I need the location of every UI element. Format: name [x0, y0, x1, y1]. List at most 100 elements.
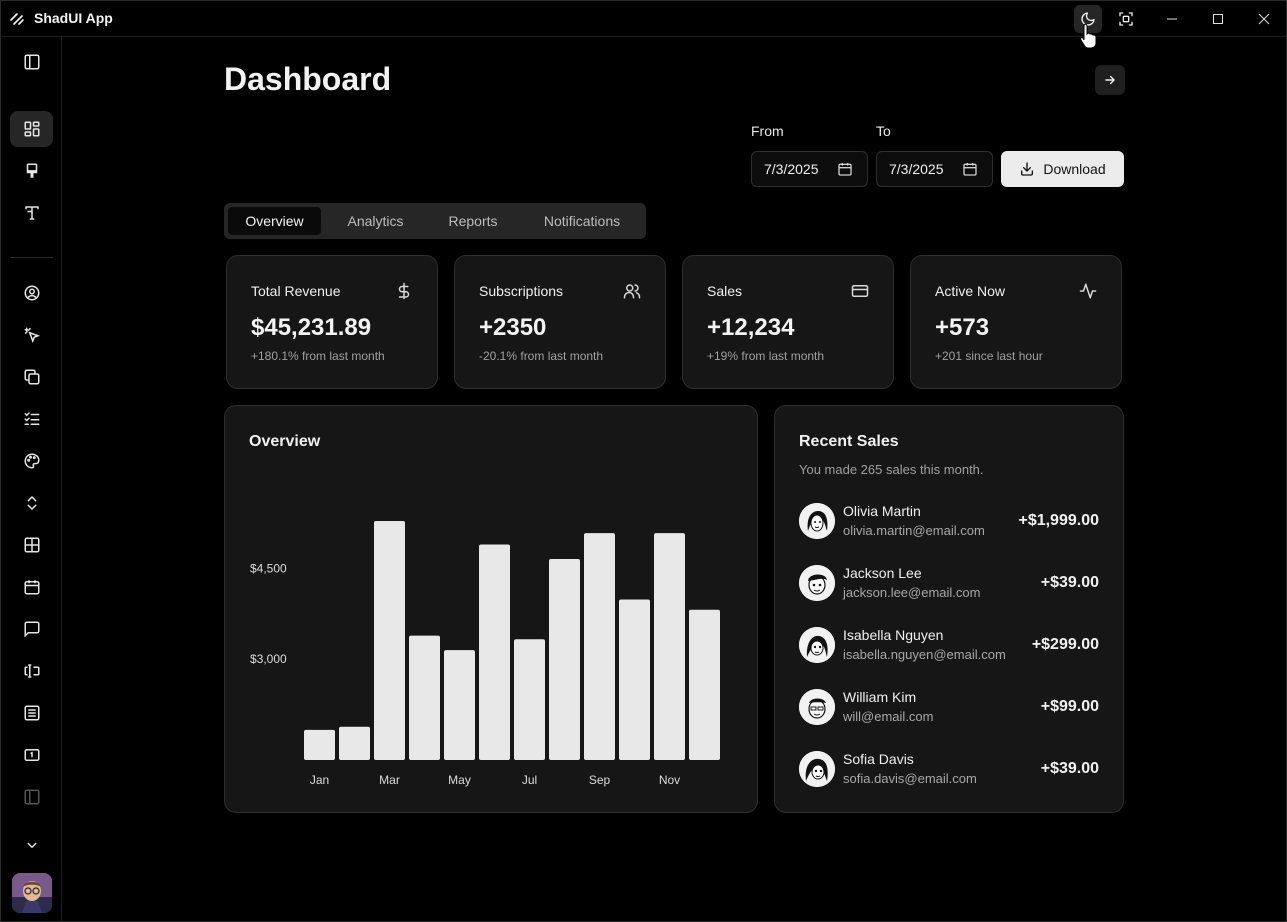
download-button[interactable]: Download [1001, 151, 1124, 187]
y-tick-label: $3,000 [250, 652, 287, 666]
tab-reports[interactable]: Reports [448, 213, 498, 229]
stat-card-sales: Sales +12,234 +19% from last month [682, 255, 894, 389]
bar-jun[interactable] [479, 544, 510, 760]
customer-name: Jackson Lee [843, 565, 922, 581]
x-tick-label: Jul [522, 773, 537, 787]
sidebar-item-select[interactable] [10, 485, 53, 521]
sidebar-item-avatar[interactable] [10, 275, 53, 311]
cartoon-face-icon [799, 503, 835, 539]
sidebar-item-checklist[interactable] [10, 401, 53, 437]
bar-nov[interactable] [654, 533, 685, 760]
sidebar-item-numeric[interactable] [10, 737, 53, 773]
customer-email: isabella.nguyen@email.com [843, 647, 1006, 662]
sidebar-item-typography[interactable] [10, 195, 53, 231]
sale-amount: +$1,999.00 [1018, 512, 1099, 529]
app-title: ShadUI App [34, 10, 113, 26]
to-date-picker[interactable]: 7/3/2025 [876, 151, 993, 187]
stat-title: Total Revenue [251, 283, 341, 299]
stat-value: +2350 [479, 314, 547, 341]
sidebar-item-list[interactable] [10, 695, 53, 731]
sale-amount: +$39.00 [1040, 760, 1099, 777]
customer-name: Sofia Davis [843, 751, 914, 767]
page-title: Dashboard [224, 61, 392, 97]
customer-email: olivia.martin@email.com [843, 523, 985, 538]
bar-jan[interactable] [304, 729, 335, 760]
panel-left-dim-icon [24, 789, 39, 805]
x-tick-label: Mar [379, 773, 400, 787]
cartoon-face-icon [799, 751, 835, 787]
bar-feb[interactable] [339, 726, 370, 760]
sidebar-item-copy[interactable] [10, 359, 53, 395]
tab-bar: Overview Analytics Reports Notifications [224, 203, 646, 239]
sale-row: Jackson Lee jackson.lee@email.com +$39.0… [799, 565, 1099, 605]
maximize-icon [1213, 14, 1223, 24]
bar-apr[interactable] [409, 635, 440, 760]
sidebar-item-brush[interactable] [10, 153, 53, 189]
sidebar [1, 37, 62, 921]
sidebar-item-panel[interactable] [10, 779, 53, 815]
copy-icon [24, 369, 39, 385]
stat-subtext: +201 since last hour [935, 349, 1043, 363]
sidebar-separator [10, 257, 53, 258]
x-tick-label: Jan [310, 773, 329, 787]
focus-frame-icon [1119, 12, 1133, 26]
customer-avatar [799, 689, 835, 725]
cartoon-face-icon [799, 627, 835, 663]
mouse-cursor-icon [1080, 23, 1097, 49]
bar-oct[interactable] [619, 599, 650, 760]
x-tick-label: Nov [659, 773, 680, 787]
stat-card-active: Active Now +573 +201 since last hour [910, 255, 1122, 389]
screenshot-button[interactable] [1112, 5, 1140, 33]
bar-mar[interactable] [374, 521, 405, 760]
sidebar-item-chat[interactable] [10, 611, 53, 647]
forward-button[interactable] [1095, 65, 1125, 95]
bar-jul[interactable] [514, 639, 545, 760]
user-avatar[interactable] [12, 873, 52, 913]
chevron-down-icon [27, 842, 36, 849]
sale-row: Sofia Davis sofia.davis@email.com +$39.0… [799, 751, 1099, 791]
customer-name: Isabella Nguyen [843, 627, 944, 643]
close-button[interactable] [1252, 7, 1276, 31]
to-date-value: 7/3/2025 [889, 161, 944, 177]
customer-name: William Kim [843, 689, 917, 705]
tab-notifications[interactable]: Notifications [543, 213, 621, 229]
calendar-icon[interactable] [962, 161, 978, 177]
bar-aug[interactable] [549, 559, 580, 760]
download-label: Download [1043, 161, 1106, 177]
from-date-picker[interactable]: 7/3/2025 [751, 151, 868, 187]
bar-sep[interactable] [584, 533, 615, 760]
stat-subtext: -20.1% from last month [479, 349, 604, 363]
sidebar-expand-button[interactable] [10, 827, 53, 863]
stat-value: +12,234 [707, 314, 795, 341]
stat-title: Sales [707, 283, 743, 299]
sidebar-item-palette[interactable] [10, 443, 53, 479]
minimize-icon [1167, 18, 1177, 20]
customer-email: sofia.davis@email.com [843, 771, 977, 786]
users-icon [623, 284, 641, 299]
sidebar-toggle-button[interactable] [10, 44, 53, 80]
tab-overview[interactable]: Overview [228, 207, 321, 235]
maximize-button[interactable] [1206, 7, 1230, 31]
overview-card: Overview $3,000 $4,500 Jan Mar May Jul Sep Nov [224, 405, 758, 813]
stat-subtext: +180.1% from last month [251, 349, 385, 363]
user-circle-icon [24, 285, 39, 301]
paint-brush-icon [26, 163, 37, 178]
x-tick-label: May [448, 773, 471, 787]
tab-analytics[interactable]: Analytics [347, 213, 404, 229]
sidebar-item-button[interactable] [10, 317, 53, 353]
sidebar-item-dashboard[interactable] [10, 111, 53, 147]
sidebar-item-input[interactable] [10, 653, 53, 689]
sidebar-item-table[interactable] [10, 527, 53, 563]
bar-dec[interactable] [689, 609, 720, 760]
minimize-button[interactable] [1160, 7, 1184, 31]
calendar-icon[interactable] [837, 161, 853, 177]
stat-card-revenue: Total Revenue $45,231.89 +180.1% from la… [226, 255, 438, 389]
stat-value: $45,231.89 [251, 314, 372, 341]
customer-avatar [799, 751, 835, 787]
bar-may[interactable] [444, 650, 475, 760]
sidebar-item-calendar[interactable] [10, 569, 53, 605]
theme-toggle-button[interactable] [1074, 5, 1102, 33]
palette-icon [24, 453, 40, 469]
sale-row: Isabella Nguyen isabella.nguyen@email.co… [799, 627, 1099, 667]
